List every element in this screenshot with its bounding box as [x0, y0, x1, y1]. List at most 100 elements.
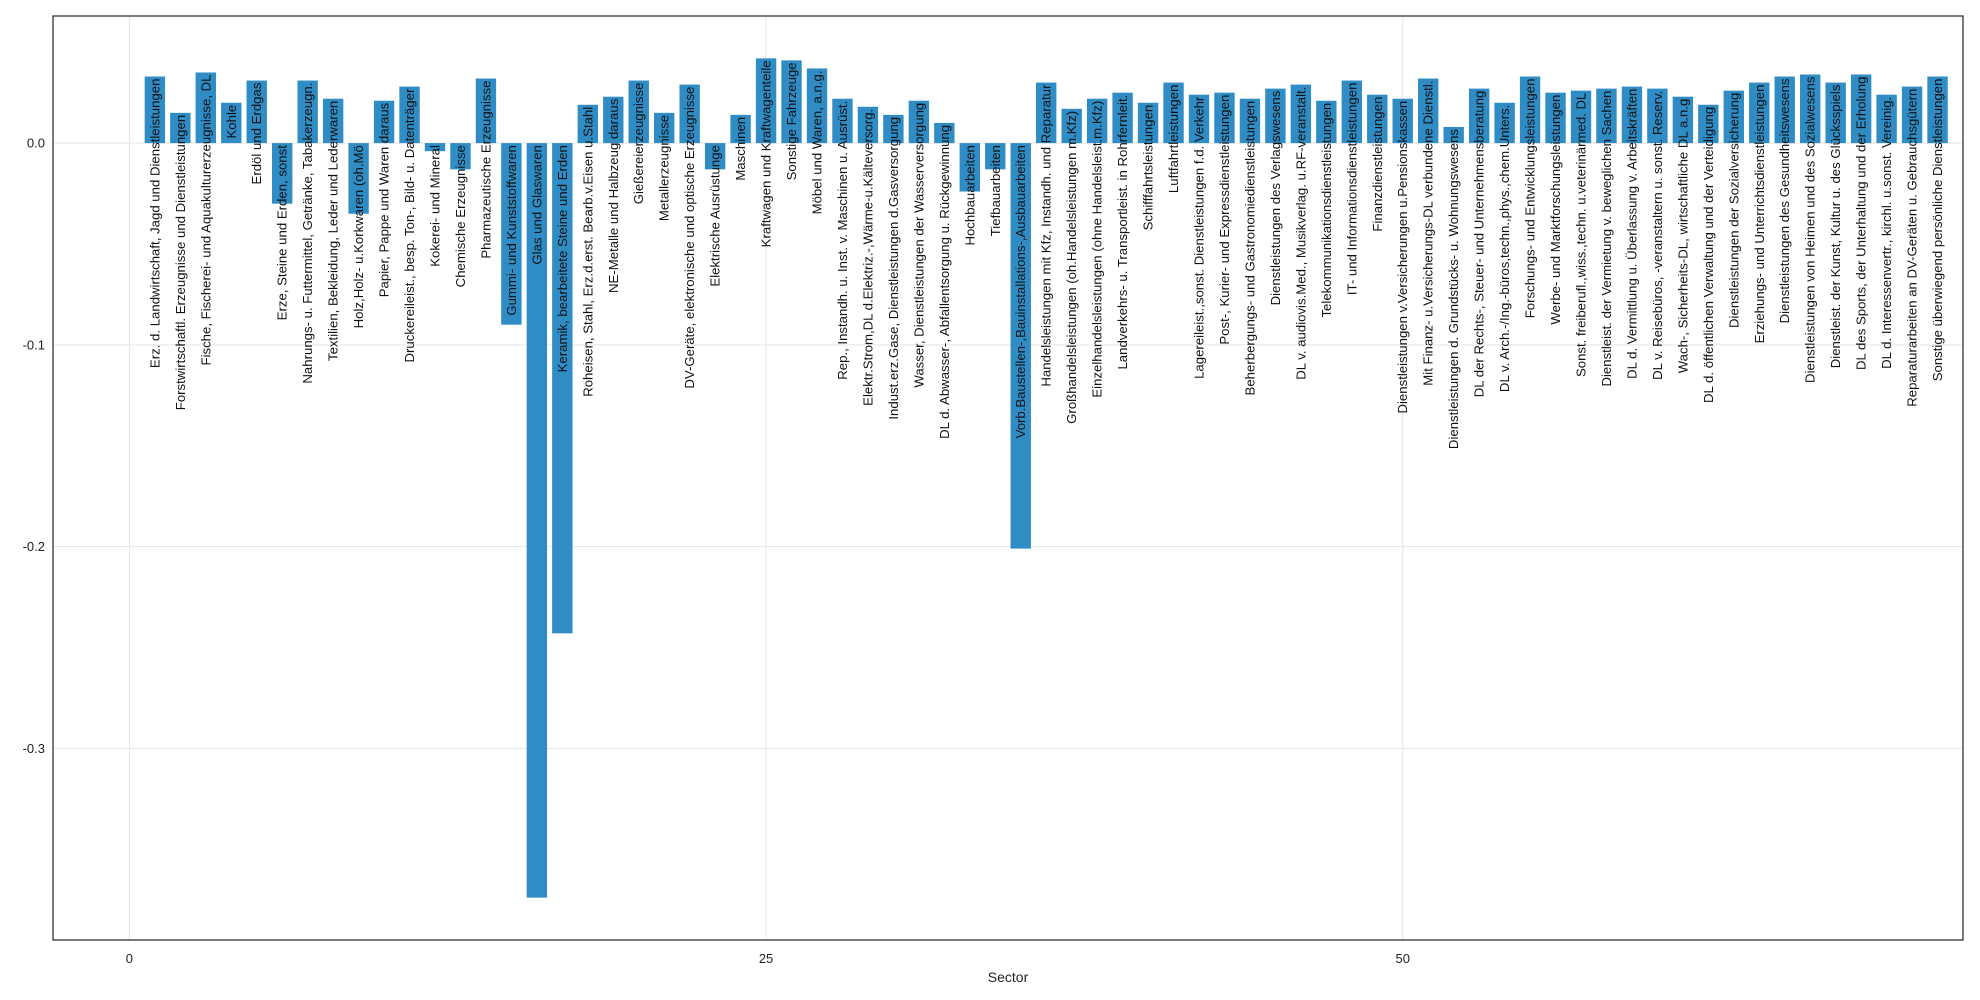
bar-label: Kohle [224, 105, 239, 139]
bar-label: Indust.erz.Gase, Dienstleistungen d.Gasv… [886, 117, 901, 420]
bar-label: DL d. Vermittlung u. Überlassung v. Arbe… [1624, 89, 1639, 379]
bar-label: Forstwirtschaftl. Erzeugnisse und Dienst… [173, 115, 188, 410]
bar [1621, 86, 1643, 144]
bar [195, 72, 216, 144]
bar [577, 104, 598, 144]
x-tick-label: 25 [759, 951, 773, 966]
bar [1112, 92, 1133, 144]
bar [883, 114, 904, 144]
y-tick-label: 0.0 [27, 136, 45, 151]
bar-label: Möbel und Waren, a.n.g. [810, 70, 825, 214]
bar [1214, 92, 1235, 144]
bar [857, 106, 879, 144]
bar [1850, 74, 1872, 144]
bar [1749, 82, 1770, 144]
bar [1825, 82, 1846, 144]
bar [755, 58, 777, 144]
bar [246, 80, 267, 144]
bar [1036, 82, 1057, 144]
bar [1876, 94, 1897, 144]
bar [1010, 143, 1031, 549]
bar [1239, 98, 1261, 144]
bar-label: Werbe- und Marktforschungsleistungen [1548, 95, 1563, 325]
bar-label: Telekommunikationsdienstleistungen [1319, 103, 1334, 318]
bar-label: Tiefbauarbeiten [988, 145, 1003, 236]
bar [1519, 76, 1541, 144]
bar-label: Roheisen, Stahl, Erz.d.erst. Bearb.v.Eis… [580, 107, 595, 397]
bar [806, 68, 828, 144]
bar-label: Dienstleistungen v.Versicherungen u.Pens… [1395, 101, 1410, 414]
bar-label: DL d. Abwasser-, Abfallentsorgung u. Rüc… [937, 125, 952, 439]
bar-label: Druckereileist., besp. Ton-, Bild- u. Da… [402, 88, 417, 362]
bar-label: Hochbauarbeiten [962, 145, 977, 245]
bar [1061, 108, 1082, 144]
bar-label: IT- und Informationsdienstleistungen [1344, 83, 1359, 296]
bar-label: Einzelhandelsleistungen (ohne Handelslei… [1090, 101, 1105, 398]
bar [552, 143, 573, 634]
bar-label: Holz,Holz- u.Korkwaren (oh.Mö [351, 145, 366, 328]
bar-label: Erziehungs- und Unterrichtsdienstleistun… [1752, 85, 1767, 344]
bar-label: Erze, Steine und Erden, sonst [275, 145, 290, 321]
bar [1086, 98, 1108, 144]
y-tick-label: -0.1 [23, 337, 45, 352]
bar-label: DV-Geräte, elektronische und optische Er… [682, 87, 697, 389]
bar-label: Finanzdienstleistungen [1370, 97, 1385, 232]
bar-label: Luftfahrtleistungen [1166, 85, 1181, 194]
y-tick-label: -0.3 [23, 741, 45, 756]
bar-label: Erdöl und Erdgas [249, 82, 264, 184]
bar-label: Mit Finanz- u.Versicherungs-DL verbunden… [1421, 81, 1436, 386]
bar-label: Rep., Instandh. u. Inst. v. Maschinen u.… [835, 101, 850, 380]
bar-label: Maschinen [733, 117, 748, 181]
bar-label: Dienstleistungen von Heimen und des Sozi… [1803, 76, 1818, 383]
bar [297, 80, 318, 144]
bar [1265, 88, 1286, 144]
bar [1596, 88, 1617, 144]
bar [908, 100, 930, 144]
bar [450, 143, 471, 170]
bar [1774, 76, 1795, 144]
bar [654, 112, 675, 144]
bar-label: Kokerei- und Mineral [428, 145, 443, 267]
bar [1468, 88, 1490, 144]
bar-label: Schifffahrtsleistungen [1141, 105, 1156, 231]
bar-label: Sonst. freiberufl.,wiss.,techn. u.veteri… [1574, 93, 1589, 377]
bar-label: Dienstleist. der Kunst, Kultur u. des Gl… [1828, 84, 1843, 368]
bar-label: Vorb.Baustellen-,Bauinstallations-,Ausba… [1013, 145, 1028, 438]
bar-label: Dienstleistungen der Sozialversicherung [1726, 93, 1741, 328]
bar-label: DL v. Arch.-/Ing.-büros,techn.,phys.,che… [1497, 105, 1512, 392]
bar [1647, 88, 1668, 144]
bar-label: Reparaturarbeiten an DV-Geräten u. Gebra… [1905, 89, 1920, 407]
plot-frame [52, 15, 1964, 941]
bar [628, 80, 649, 144]
bar [348, 143, 369, 214]
bar [526, 143, 548, 898]
bar-label: Wasser, Dienstleistungen der Wasserverso… [911, 103, 926, 388]
bar [501, 143, 522, 325]
bar [1672, 96, 1694, 144]
x-tick-label: 0 [126, 951, 133, 966]
bar-label: Wach-, Sicherheits-DL, wirtschaftliche D… [1675, 99, 1690, 374]
bar-label: Kraftwagen und Kraftwagenteile [759, 60, 774, 247]
bar [1443, 126, 1464, 144]
bar [1367, 94, 1388, 144]
bar [1723, 90, 1744, 144]
bar [985, 143, 1006, 170]
bar-label: Dienstleistungen des Verlagswesens [1268, 90, 1283, 305]
bar-label: Gummi- und Kunststoffwaren [504, 145, 519, 316]
bar-label: Elektrische Ausrüstunge [708, 145, 723, 286]
bar [373, 100, 395, 144]
bar-label: Landverkehrs- u. Transportleist. in Rohr… [1115, 95, 1130, 370]
bar [730, 114, 751, 144]
bar-label: Fische, Fischerei- und Aquakulturerzeugn… [198, 74, 213, 365]
bar-label: Glas und Glaswaren [529, 145, 544, 264]
bar [832, 98, 853, 144]
bar-label: Sonstige überwiegend persönliche Dienstl… [1930, 79, 1945, 382]
bar [475, 78, 497, 144]
x-tick-label: 50 [1395, 951, 1409, 966]
bar-label: Elektr.Strom,DL d.Elektriz.-,Wärme-u.Käl… [860, 109, 875, 406]
bar-label: NE-Metalle und Halbzeug daraus [606, 98, 621, 293]
bar-label: Forschungs- und Entwicklungsleistungen [1523, 79, 1538, 319]
bar [704, 143, 726, 170]
bar [1927, 76, 1948, 144]
